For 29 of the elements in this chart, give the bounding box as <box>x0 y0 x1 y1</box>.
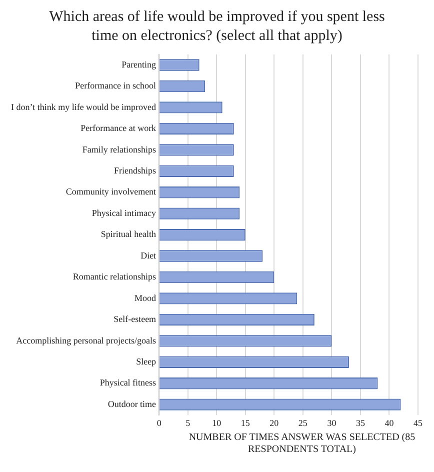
x-tick-label: 0 <box>156 418 162 428</box>
y-tick-label: Spiritual health <box>100 229 157 240</box>
y-tick-label: Accomplishing personal projects/goals <box>16 335 157 346</box>
y-tick-label: Performance at work <box>80 123 157 134</box>
y-tick-label: Community involvement <box>66 186 157 197</box>
y-tick-label: Diet <box>140 250 157 260</box>
x-tick-label: 15 <box>240 418 250 428</box>
x-tick-label: 20 <box>270 418 280 428</box>
x-tick-label: 25 <box>298 418 308 428</box>
chart-title: Which areas of life would be improved if you spent less time on electronics? (select all that apply) <box>48 8 386 46</box>
y-tick-label: Parenting <box>122 59 157 70</box>
y-tick-label: Physical intimacy <box>92 208 157 218</box>
y-tick-label: Family relationships <box>82 144 157 154</box>
x-tick-label: 35 <box>356 418 366 428</box>
y-tick-label: I don’t think my life would be improved <box>10 102 157 112</box>
x-tick-label: 40 <box>384 418 394 428</box>
x-tick-label: 45 <box>414 418 423 428</box>
y-tick-label: Self-esteem <box>114 314 156 324</box>
y-tick-label: Performance in school <box>75 80 157 91</box>
y-tick-label: Mood <box>134 292 157 303</box>
y-tick-label: Romantic relationships <box>72 272 157 282</box>
x-tick-label: 5 <box>186 418 191 428</box>
y-tick-label: Physical fitness <box>100 378 157 388</box>
y-tick-label: Outdoor time <box>108 398 156 409</box>
x-axis-title: NUMBER OF TIMES ANSWER WAS SELECTED (85 RESPONDENTS TOTAL) <box>188 432 416 456</box>
x-tick-label: 30 <box>327 418 337 428</box>
y-tick-label: Sleep <box>136 356 157 366</box>
x-tick-label: 10 <box>212 418 222 428</box>
y-tick-label: Friendships <box>114 165 157 176</box>
